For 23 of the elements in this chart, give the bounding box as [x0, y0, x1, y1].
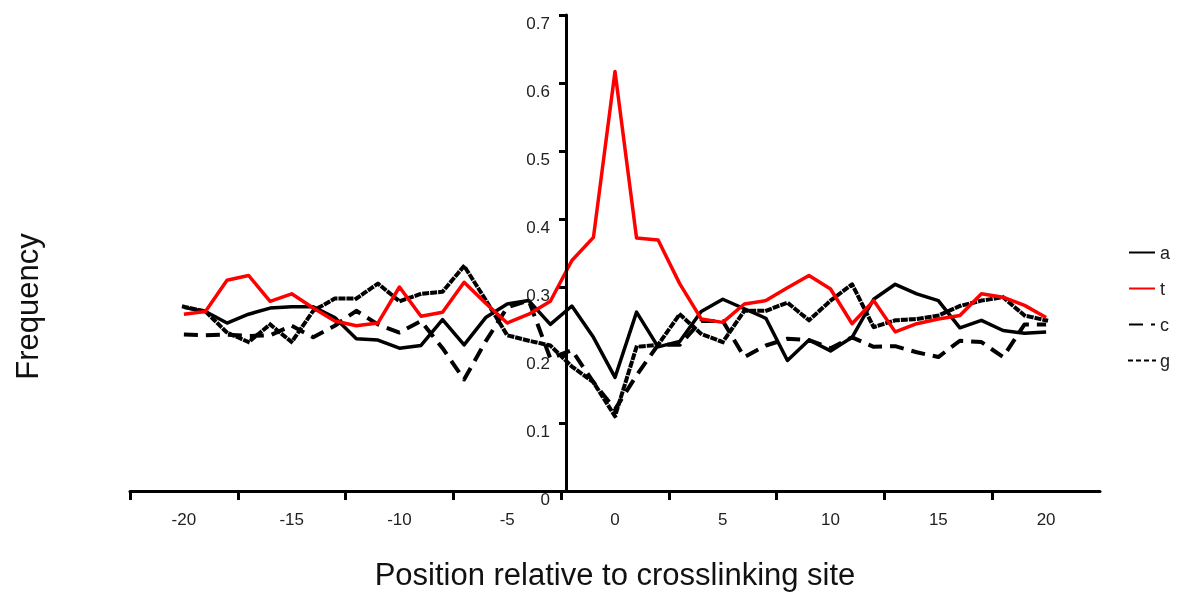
y-tick-label: 0.2 — [526, 354, 550, 373]
y-tick-label: 0 — [540, 490, 550, 509]
y-tick-label: 0.1 — [526, 422, 550, 441]
x-tick-label: 10 — [821, 510, 841, 529]
x-tick-label: 5 — [718, 510, 728, 529]
x-tick-label: -15 — [279, 510, 304, 529]
y-tick-label: 0.5 — [526, 150, 550, 169]
x-tick-label: 15 — [928, 510, 948, 529]
y-axis-title: Frequency — [10, 232, 45, 380]
y-tick-label: 0.4 — [526, 218, 550, 237]
legend-label: a — [1159, 242, 1171, 263]
x-axis-title: Position relative to crosslinking site — [374, 557, 856, 592]
legend-label: c — [1159, 314, 1169, 335]
x-tick-label: 20 — [1036, 510, 1056, 529]
y-tick-label: 0.6 — [526, 82, 550, 101]
legend-label: g — [1159, 350, 1170, 371]
legend-label: t — [1159, 278, 1165, 299]
x-tick-label: -10 — [387, 510, 412, 529]
x-tick-label: -5 — [499, 510, 515, 529]
x-tick-label: 0 — [610, 510, 620, 529]
y-tick-label: 0.7 — [526, 14, 550, 33]
y-tick-label: 0.3 — [526, 286, 550, 305]
x-tick-label: -20 — [171, 510, 197, 529]
